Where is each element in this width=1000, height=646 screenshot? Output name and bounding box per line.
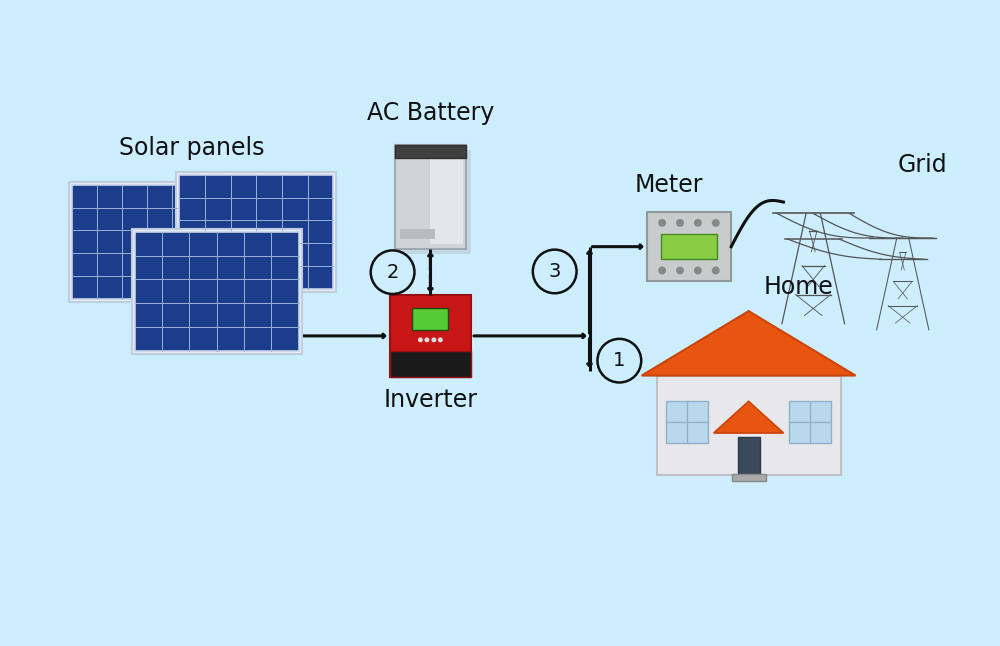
Circle shape: [676, 267, 684, 275]
FancyBboxPatch shape: [72, 185, 222, 298]
FancyBboxPatch shape: [179, 175, 333, 289]
Text: Home: Home: [763, 275, 833, 299]
FancyBboxPatch shape: [400, 229, 435, 239]
FancyBboxPatch shape: [789, 401, 831, 443]
Circle shape: [658, 267, 666, 275]
Circle shape: [712, 219, 720, 227]
FancyBboxPatch shape: [176, 172, 336, 292]
FancyBboxPatch shape: [132, 229, 302, 354]
FancyBboxPatch shape: [666, 401, 708, 443]
FancyBboxPatch shape: [430, 150, 463, 244]
Text: 3: 3: [549, 262, 561, 281]
FancyBboxPatch shape: [390, 295, 471, 377]
Polygon shape: [714, 401, 784, 433]
FancyBboxPatch shape: [657, 375, 841, 475]
FancyBboxPatch shape: [69, 182, 225, 302]
Text: Solar panels: Solar panels: [119, 136, 264, 160]
Text: 2: 2: [386, 263, 399, 282]
Text: Meter: Meter: [635, 173, 703, 197]
Circle shape: [712, 267, 720, 275]
FancyBboxPatch shape: [135, 232, 299, 351]
Circle shape: [438, 337, 443, 342]
FancyBboxPatch shape: [412, 308, 448, 330]
Circle shape: [694, 267, 702, 275]
Circle shape: [676, 219, 684, 227]
FancyBboxPatch shape: [390, 351, 471, 377]
FancyBboxPatch shape: [400, 150, 471, 254]
FancyBboxPatch shape: [738, 437, 760, 475]
Text: Grid: Grid: [898, 153, 947, 177]
Text: Inverter: Inverter: [383, 388, 477, 412]
FancyBboxPatch shape: [647, 212, 731, 282]
Text: 1: 1: [613, 351, 626, 370]
FancyBboxPatch shape: [395, 145, 466, 158]
FancyBboxPatch shape: [395, 145, 466, 249]
Circle shape: [431, 337, 436, 342]
FancyBboxPatch shape: [661, 234, 717, 258]
Circle shape: [418, 337, 423, 342]
FancyBboxPatch shape: [732, 474, 766, 481]
Circle shape: [694, 219, 702, 227]
Text: AC Battery: AC Battery: [367, 101, 494, 125]
Polygon shape: [642, 311, 856, 375]
Circle shape: [424, 337, 429, 342]
Circle shape: [658, 219, 666, 227]
